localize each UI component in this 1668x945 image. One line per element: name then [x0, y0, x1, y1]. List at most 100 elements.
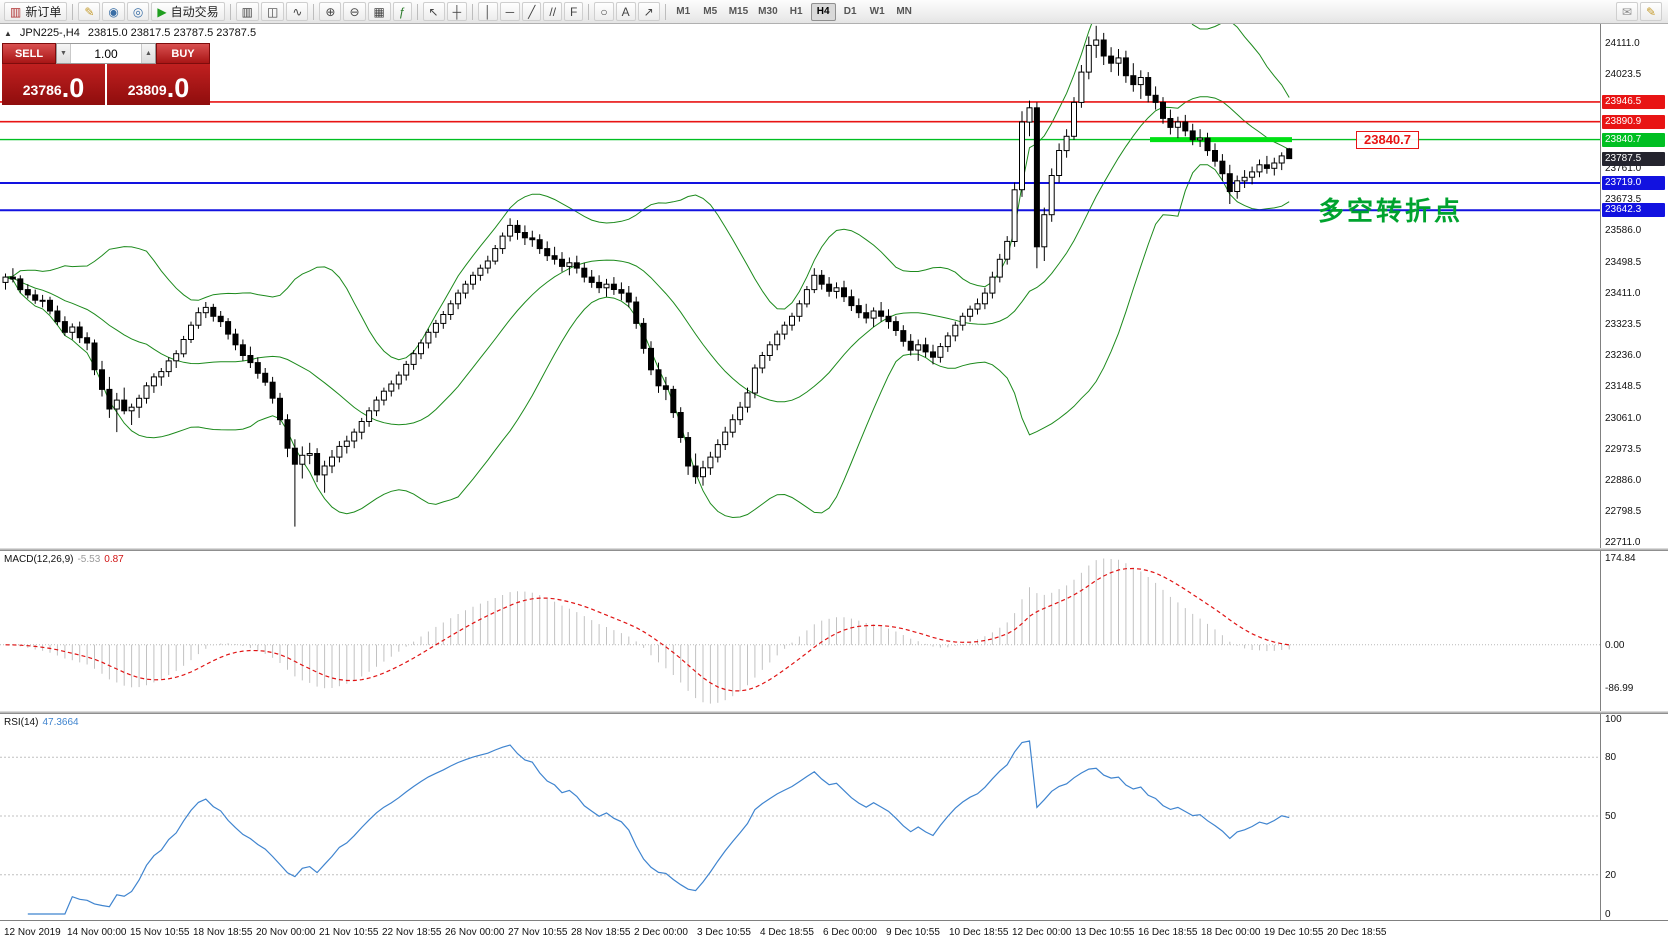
toolbar-separator [229, 3, 231, 20]
timeframe-m1-button[interactable]: M1 [676, 6, 691, 17]
rsi-tick-label: 80 [1605, 752, 1617, 764]
macd-indicator-label: MACD(12,26,9) -5.53 0.87 [4, 554, 124, 565]
sell-price[interactable]: 23786.0 [2, 64, 105, 105]
time-tick-label: 9 Dec 10:55 [886, 927, 940, 938]
trendline-icon[interactable]: ╱ [522, 2, 542, 21]
arrow-objects-icon[interactable]: ↗ [637, 2, 660, 21]
timeframe-m5-button[interactable]: M5 [703, 6, 718, 17]
vertical-line-icon[interactable]: │ [478, 2, 498, 21]
channel-icon[interactable]: // [543, 2, 563, 21]
time-tick-label: 21 Nov 10:55 [319, 927, 379, 938]
new-order-button[interactable]: ▥ 新订单 [4, 2, 68, 21]
time-tick-label: 2 Dec 00:00 [634, 927, 688, 938]
volume-increase-button[interactable]: ▲ [141, 44, 155, 63]
rsi-tick-label: 50 [1605, 811, 1617, 822]
chat-icon[interactable]: ✉ [1615, 2, 1638, 21]
buy-price[interactable]: 23809.0 [107, 64, 210, 105]
pane-splitter[interactable] [0, 548, 1668, 551]
time-axis[interactable]: 12 Nov 2019 14 Nov 00:00 15 Nov 10:55 18 No… [0, 920, 1668, 945]
chart-window-icon[interactable]: ▲ [4, 28, 12, 38]
time-tick-label: 16 Dec 18:55 [1138, 927, 1198, 938]
market-icon: ◉ [108, 4, 119, 19]
macd-name: MACD(12,26,9) [4, 554, 74, 565]
line-chart-icon[interactable]: ∿ [286, 2, 309, 21]
zoom-in-icon[interactable]: ⊕ [319, 2, 342, 21]
timeframe-w1-button[interactable]: W1 [869, 6, 885, 17]
timeframe-m15-button[interactable]: M15 [728, 6, 749, 17]
macd-main-value: -5.53 [77, 554, 101, 565]
rsi-tick-label: 0 [1605, 909, 1611, 920]
chart-title: ▲ JPN225-,H4 23815.0 23817.5 23787.5 237… [4, 27, 256, 39]
price-level-label[interactable]: 23840.7 [1356, 131, 1419, 149]
candlestick-chart-icon[interactable]: ◫ [260, 2, 285, 21]
cursor-icon[interactable]: ↖ [422, 2, 445, 21]
time-tick-label: 6 Dec 00:00 [823, 927, 877, 938]
rsi-pane[interactable]: RSI(14) 47.3664 [0, 714, 1600, 920]
timeframe-d1-button[interactable]: D1 [843, 6, 857, 17]
crosshair-icon[interactable]: ┼ [446, 2, 468, 21]
time-tick-label: 26 Nov 00:00 [445, 927, 505, 938]
time-tick-label: 20 Dec 18:55 [1327, 927, 1387, 938]
text-label-icon[interactable]: A [615, 2, 636, 21]
sell-button[interactable]: SELL [2, 43, 56, 64]
macd-pane[interactable]: MACD(12,26,9) -5.53 0.87 [0, 551, 1600, 711]
tile-windows-icon[interactable]: ▦ [367, 2, 391, 21]
signals-icon: ◎ [132, 4, 144, 19]
shapes-icon[interactable]: ○ [594, 2, 614, 21]
price-tick-label: 23411.0 [1605, 287, 1641, 299]
news-icon: ✎ [1645, 4, 1656, 19]
price-tag: 23840.7 [1602, 132, 1665, 147]
zoom-out-icon[interactable]: ⊖ [343, 2, 366, 21]
time-tick-label: 4 Dec 18:55 [760, 927, 814, 938]
time-tick-label: 22 Nov 18:55 [382, 927, 442, 938]
time-tick-label: 20 Nov 00:00 [256, 927, 316, 938]
macd-tick-label: 0.00 [1605, 639, 1625, 651]
price-tick-label: 22711.0 [1605, 537, 1641, 548]
line-chart-icon: ∿ [292, 4, 303, 19]
toolbar-separator [416, 3, 418, 20]
time-tick-label: 13 Dec 10:55 [1075, 927, 1135, 938]
crosshair-icon: ┼ [452, 4, 462, 19]
price-tick-label: 23673.5 [1605, 194, 1642, 206]
toolbar-separator [313, 3, 315, 20]
signals-icon[interactable]: ◎ [126, 2, 150, 21]
autotrading-button-label: 自动交易 [170, 5, 219, 19]
volume-decrease-button[interactable]: ▼ [57, 44, 71, 63]
trendline-icon: ╱ [528, 4, 536, 19]
price-tick-label: 23148.5 [1605, 381, 1642, 393]
buy-button[interactable]: BUY [156, 43, 210, 64]
rsi-tick-label: 20 [1605, 869, 1617, 881]
indicators-icon[interactable]: ƒ [392, 2, 412, 21]
volume-input[interactable]: 1.00 [94, 46, 118, 61]
bar-chart-icon[interactable]: ▥ [235, 2, 259, 21]
price-chart-canvas[interactable] [0, 24, 1600, 548]
time-tick-label: 10 Dec 18:55 [949, 927, 1009, 938]
time-tick-label: 28 Nov 18:55 [571, 927, 631, 938]
zoom-in-icon: ⊕ [325, 4, 336, 19]
fibonacci-icon[interactable]: F [564, 2, 584, 21]
price-tick-label: 23323.5 [1605, 318, 1642, 330]
cursor-icon: ↖ [428, 4, 439, 19]
timeframe-m30-button[interactable]: M30 [758, 6, 778, 17]
timeframe-h4-button[interactable]: H4 [810, 2, 836, 21]
new-order-button-label: 新订单 [25, 5, 62, 19]
timeframe-mn-button[interactable]: MN [896, 6, 912, 17]
pane-splitter[interactable] [0, 711, 1668, 714]
volume-control: ▼ 1.00 ▲ [56, 43, 156, 64]
toolbar: ▥ 新订单 ✎ ◉ ◎ ▶ 自动交易 ▥ ◫ ∿ ⊕ ⊖ ▦ ƒ ↖ ┼ │ ─ ╱ //F ○ A ↗ M1 M5 M15 M30… [0, 0, 1668, 24]
autotrading-button[interactable]: ▶ 自动交易 [151, 2, 225, 21]
rsi-chart-canvas[interactable] [0, 714, 1600, 920]
indicators-icon: ƒ [398, 4, 406, 19]
timeframe-h1-button[interactable]: H1 [789, 6, 803, 17]
macd-axis[interactable]: 174.84 0.00 -86.99 [1600, 551, 1668, 711]
metaeditor-icon[interactable]: ✎ [78, 2, 101, 21]
horizontal-line-icon[interactable]: ─ [499, 2, 521, 21]
macd-chart-canvas[interactable] [0, 551, 1600, 711]
price-axis[interactable]: 24111.024023.523936.023848.523761.023673… [1600, 24, 1668, 548]
rsi-axis[interactable]: 100 80 50 20 0 [1600, 714, 1668, 920]
main-chart-pane[interactable]: ▲ JPN225-,H4 23815.0 23817.5 23787.5 237… [0, 24, 1600, 548]
news-icon[interactable]: ✎ [1639, 2, 1662, 21]
sell-price-small: 23786 [22, 82, 62, 98]
market-icon[interactable]: ◉ [102, 2, 125, 21]
text-label-icon: A [621, 4, 630, 19]
